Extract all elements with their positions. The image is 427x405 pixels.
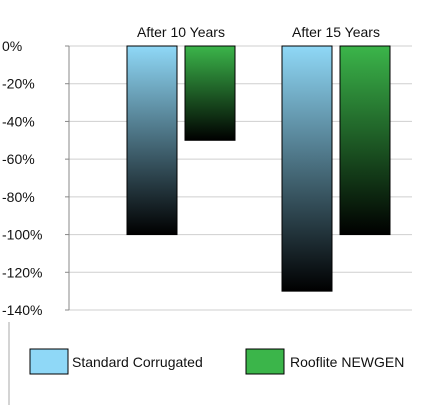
labels-layer: 0% -20% -40% -60% -80% -100% -120% -140% After 1… xyxy=(2,24,380,318)
y-tick-label: -120% xyxy=(2,264,42,280)
y-tick-label: -80% xyxy=(2,189,35,205)
bar-rooflite-2 xyxy=(339,45,391,236)
legend-label-rooflite: Rooflite NEWGEN xyxy=(290,354,404,370)
category-label: After 10 Years xyxy=(137,24,225,40)
y-tick-label: -40% xyxy=(2,113,35,129)
y-tick-label: 0% xyxy=(2,38,22,54)
bar-rooflite-1 xyxy=(184,45,236,141)
y-tick-label: -140% xyxy=(2,302,42,318)
legend-swatch-rooflite xyxy=(245,348,285,375)
y-tick-label: -20% xyxy=(2,76,35,92)
y-tick-label: -100% xyxy=(2,227,42,243)
bar-standard-2 xyxy=(281,45,333,292)
bars-layer xyxy=(126,45,391,292)
category-label: After 15 Years xyxy=(292,24,380,40)
legend-swatch-standard xyxy=(29,348,69,375)
axis-layer xyxy=(8,45,70,405)
y-tick-label: -60% xyxy=(2,151,35,167)
legend-label-standard: Standard Corrugated xyxy=(72,354,203,370)
bar-standard-1 xyxy=(126,45,178,236)
grid-layer xyxy=(69,45,412,311)
legend-layer: Standard Corrugated Rooflite NEWGEN xyxy=(29,348,404,375)
